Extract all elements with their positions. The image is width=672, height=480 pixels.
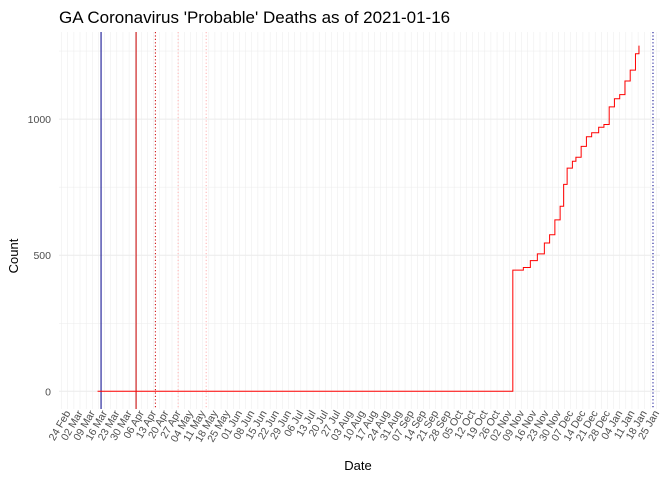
series-layer (97, 45, 640, 392)
y-tick-label: 1000 (28, 114, 52, 126)
y-axis-title: Count (6, 238, 21, 273)
reference-lines (100, 32, 654, 409)
y-tick-label: 0 (45, 386, 51, 398)
chart-title: GA Coronavirus 'Probable' Deaths as of 2… (59, 8, 450, 27)
y-axis-ticks: 0 500 1000 (28, 114, 52, 398)
series-line (97, 45, 640, 392)
grid (59, 32, 660, 409)
x-axis-title: Date (344, 458, 371, 473)
y-tick-label: 500 (33, 250, 51, 262)
